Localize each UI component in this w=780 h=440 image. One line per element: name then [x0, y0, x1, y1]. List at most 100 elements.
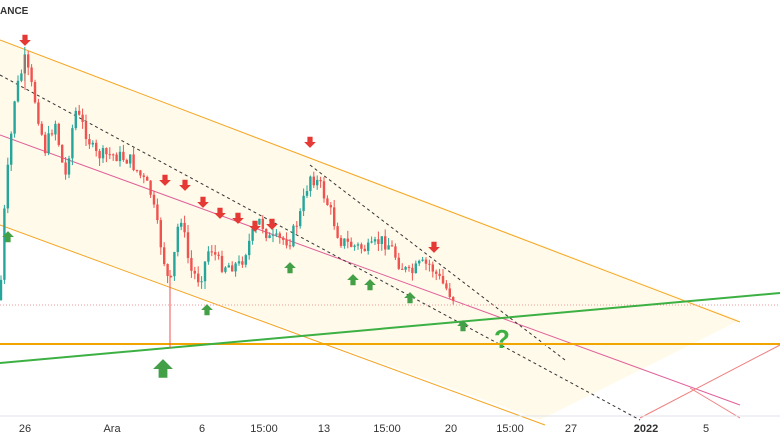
candle-body — [91, 142, 94, 145]
channel-upper — [0, 39, 741, 323]
candle-body — [224, 267, 227, 272]
candle-body — [445, 283, 448, 289]
candle-body — [421, 259, 424, 261]
candle-body — [125, 160, 128, 164]
x-axis: 26 Ara 6 15:00 13 15:00 20 15:00 27 2022 5 — [19, 423, 709, 435]
up-arrow — [201, 304, 213, 316]
x-tick-label: 5 — [703, 423, 709, 435]
candle-body — [40, 123, 43, 135]
candle-body — [234, 263, 237, 272]
down-arrow — [179, 179, 191, 191]
candle-body — [10, 133, 13, 165]
candle-body — [190, 257, 193, 271]
candle-body — [319, 179, 322, 182]
candle-body — [95, 142, 98, 152]
candle-body — [183, 222, 186, 233]
candle-body — [278, 233, 281, 238]
channel-fill — [0, 40, 740, 420]
channel-lower — [0, 224, 546, 426]
candle-body — [16, 80, 20, 102]
candle-body — [441, 275, 445, 284]
candle-body — [343, 238, 346, 246]
down-arrow — [266, 218, 278, 230]
candle-body — [356, 244, 360, 246]
candle-body — [180, 222, 183, 227]
candle-body — [20, 73, 23, 81]
candle-body — [452, 296, 455, 301]
candle-body — [27, 54, 30, 68]
candle-body — [98, 151, 101, 159]
candle-body — [54, 123, 57, 135]
candle-body — [57, 123, 60, 145]
candle-body — [373, 239, 377, 242]
candle-body — [6, 164, 9, 209]
candle-body — [295, 225, 298, 227]
candle-body — [397, 257, 400, 269]
candle-body — [360, 244, 363, 249]
down-arrow — [159, 174, 171, 186]
candle-body — [152, 194, 156, 205]
down-arrow — [197, 196, 209, 208]
candle-body — [271, 234, 275, 236]
candle-body — [115, 154, 118, 162]
candle-body — [387, 245, 390, 250]
candle-body — [159, 220, 162, 248]
candle-body — [197, 273, 200, 283]
question-mark: ? — [494, 324, 510, 354]
candle-body — [108, 154, 111, 156]
x-tick-label: 15:00 — [250, 423, 278, 435]
candle-body — [305, 191, 309, 196]
candle-body — [251, 228, 254, 241]
x-tick-label: 20 — [445, 423, 457, 435]
up-arrow — [364, 279, 376, 291]
candle-body — [231, 265, 234, 272]
candle-body — [13, 101, 16, 134]
candle-body — [258, 218, 261, 225]
candle-body — [390, 245, 394, 247]
candle-body — [237, 261, 241, 264]
candle-body — [50, 133, 54, 135]
candle-body — [380, 236, 383, 244]
candle-body — [333, 207, 336, 227]
x-tick-label: 2022 — [634, 423, 658, 435]
candle-body — [418, 260, 421, 264]
candle-body — [146, 176, 149, 181]
candle-body — [139, 170, 142, 176]
candle-body — [316, 179, 319, 186]
down-arrow — [304, 136, 316, 148]
candle-body — [265, 228, 268, 239]
candle-body — [448, 288, 451, 297]
candle-body — [61, 144, 64, 163]
candle-body — [169, 276, 173, 278]
up-arrow — [347, 274, 359, 286]
candle-body — [78, 110, 81, 115]
x-tick-label: 13 — [318, 423, 330, 435]
candle-body — [299, 211, 302, 227]
candle-body — [186, 232, 190, 258]
candle-body — [288, 245, 292, 247]
candle-body — [3, 208, 6, 280]
arrows — [2, 34, 469, 378]
candle-body — [302, 195, 305, 212]
candle-body — [135, 170, 139, 172]
candle-body — [339, 237, 343, 246]
candle-body — [241, 261, 244, 265]
up-arrow — [153, 359, 173, 378]
down-arrow — [19, 34, 31, 46]
candle-body — [112, 154, 115, 156]
candle-body — [326, 198, 329, 206]
x-tick-label: 6 — [199, 423, 205, 435]
candle-body — [336, 226, 339, 238]
candle-body — [214, 252, 217, 255]
candle-body — [44, 134, 47, 154]
candle-body — [268, 235, 271, 239]
candle-body — [217, 254, 220, 256]
title: ANCE — [0, 6, 29, 17]
x-tick-label: 15:00 — [373, 423, 401, 435]
candle-body — [88, 139, 91, 145]
candle-body — [74, 110, 77, 129]
candle-body — [149, 180, 152, 195]
candle-body — [261, 218, 264, 229]
candle-body — [244, 255, 247, 265]
